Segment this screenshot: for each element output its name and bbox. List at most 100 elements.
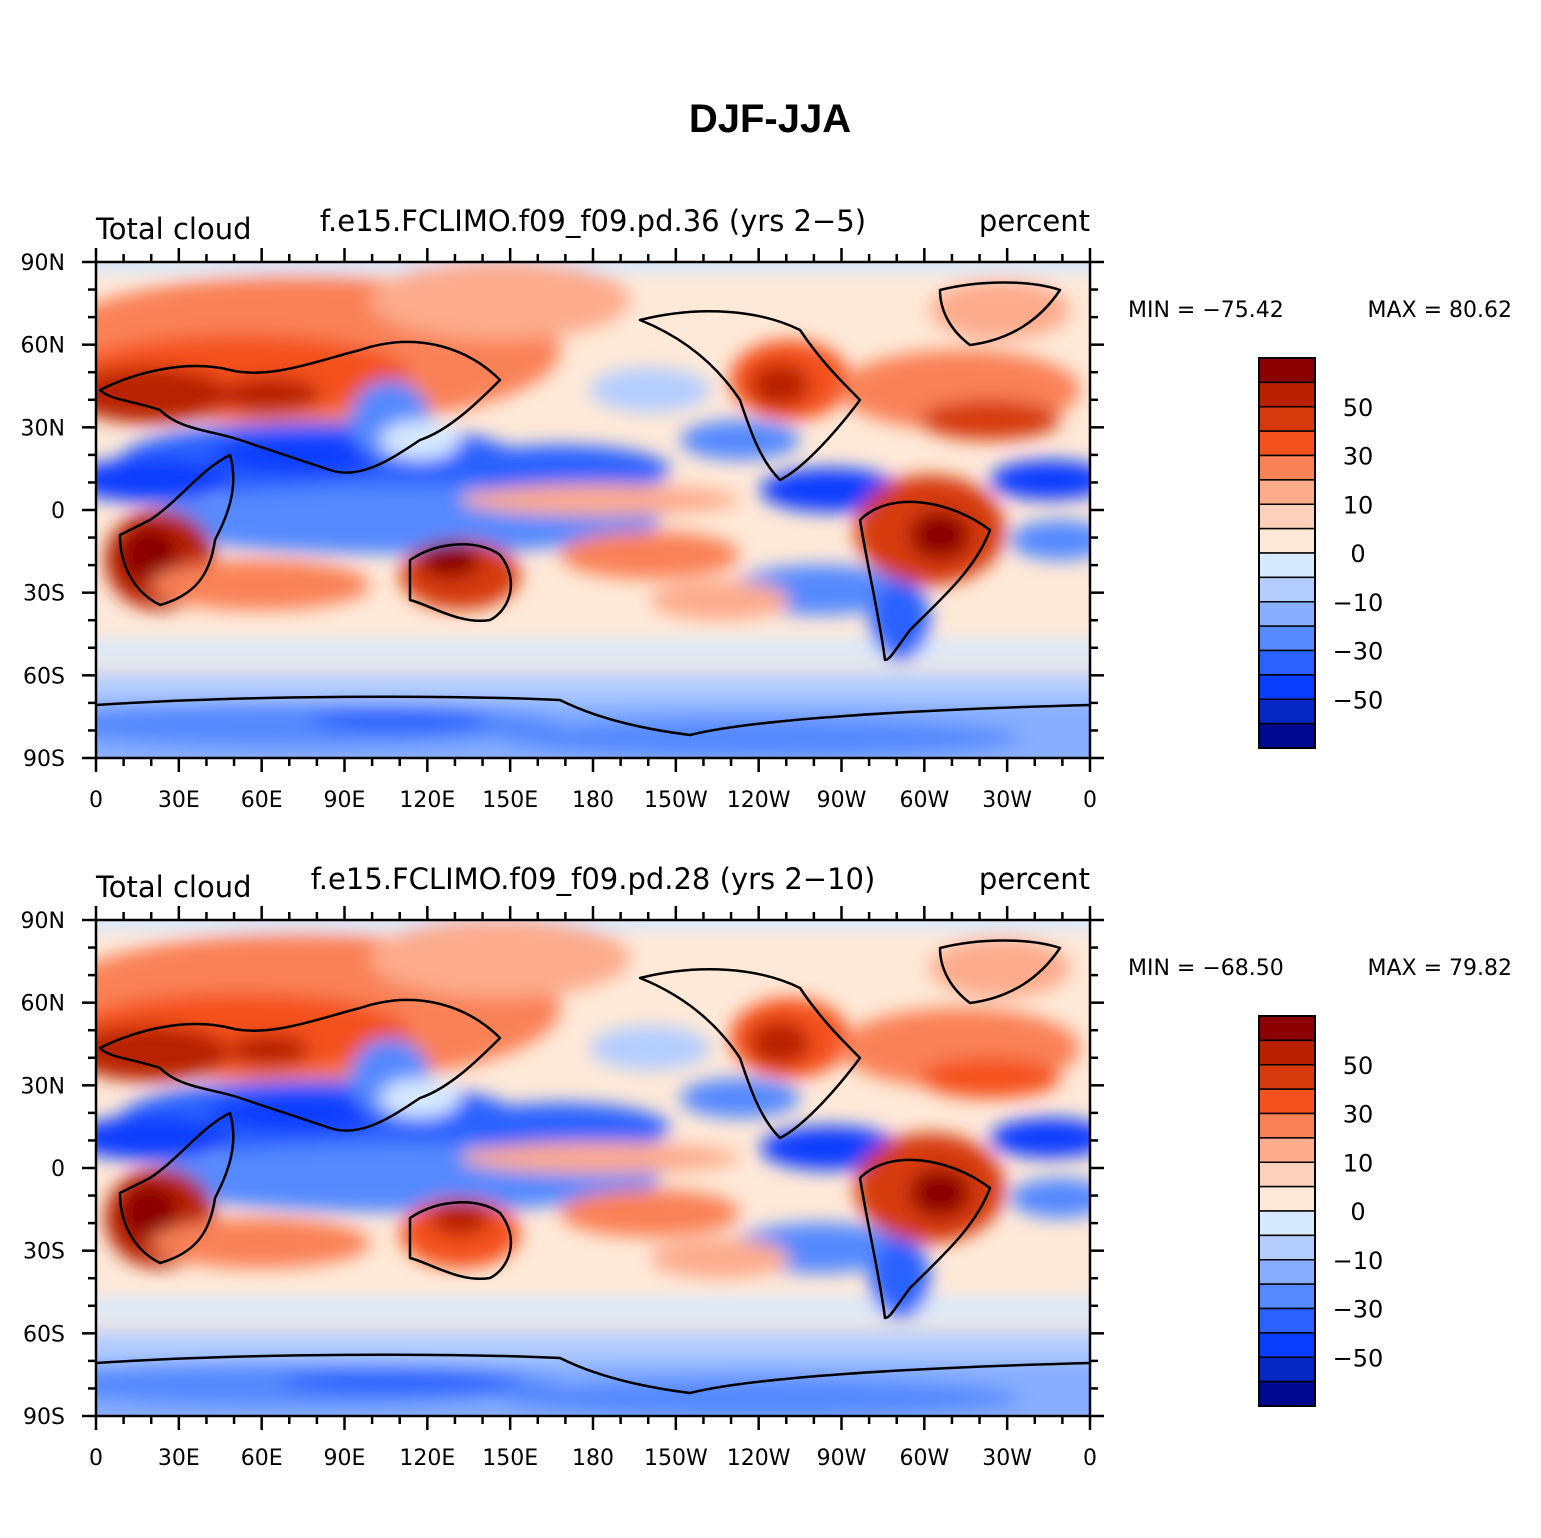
panel-top-center-label: f.e15.FCLIMO.f09_f09.pd.36 (yrs 2−5) <box>320 204 866 238</box>
panel-bottom-max-label: MAX = 79.82 <box>1367 956 1512 981</box>
y-tick-label: 90S <box>23 1405 65 1430</box>
x-tick-label: 90W <box>817 1446 867 1471</box>
colorbar-swatch <box>1258 576 1316 603</box>
x-tick-label: 120E <box>399 1446 455 1471</box>
panel-top-right-label: percent <box>979 204 1090 238</box>
x-tick-label: 150W <box>644 788 708 813</box>
colorbar-swatch <box>1258 1356 1316 1383</box>
colorbar-swatch <box>1258 1380 1316 1407</box>
colorbar-swatch <box>1258 406 1316 432</box>
colorbar-label: 10 <box>1343 491 1374 519</box>
panel-top-left-label: Total cloud <box>95 212 251 246</box>
colorbar-swatch <box>1258 1088 1316 1115</box>
colorbar-label: 0 <box>1350 1198 1365 1226</box>
x-tick-label: 0 <box>89 1446 103 1471</box>
x-tick-label: 120W <box>727 1446 791 1471</box>
x-tick-label: 60W <box>899 788 949 813</box>
colorbar-swatch <box>1258 1283 1316 1310</box>
colorbar-swatch <box>1258 430 1316 457</box>
y-tick-label: 60S <box>23 1322 65 1347</box>
x-tick-label: 30W <box>982 788 1032 813</box>
x-tick-label: 150W <box>644 1446 708 1471</box>
y-tick-label: 30S <box>23 582 65 607</box>
y-tick-label: 0 <box>51 499 65 524</box>
y-tick-label: 90S <box>23 747 65 772</box>
x-tick-label: 60E <box>241 1446 283 1471</box>
colorbar-label: −50 <box>1333 1344 1384 1372</box>
panel-top-max-label: MAX = 80.62 <box>1367 298 1512 323</box>
y-tick-label: 60S <box>23 664 65 689</box>
colorbar-swatch <box>1258 649 1316 676</box>
colorbar-swatch <box>1258 722 1316 749</box>
x-tick-label: 180 <box>572 1446 614 1471</box>
y-tick-label: 90N <box>21 251 65 276</box>
colorbar-swatch <box>1258 1137 1316 1163</box>
panel-top-min-label: MIN = −75.42 <box>1128 298 1284 323</box>
y-tick-label: 60N <box>21 334 65 359</box>
x-tick-label: 30E <box>158 1446 200 1471</box>
colorbar-swatch <box>1258 1039 1316 1066</box>
x-tick-label: 0 <box>1083 1446 1097 1471</box>
y-axis-bottom: 90N 60N 30N 0 30S 60S 90S <box>21 909 1104 1430</box>
x-tick-label: 30W <box>982 1446 1032 1471</box>
x-tick-label: 90W <box>817 788 867 813</box>
colorbar-swatch <box>1258 698 1316 725</box>
panel-bottom: Total cloud f.e15.FCLIMO.f09_f09.pd.28 (… <box>21 862 1512 1471</box>
y-axis-top: 90N 60N 30N 0 30S 60S 90S <box>21 251 1104 772</box>
x-tick-label: 180 <box>572 788 614 813</box>
x-tick-label: 30E <box>158 788 200 813</box>
colorbar-swatch <box>1258 625 1316 652</box>
colorbar-label: 50 <box>1343 394 1374 422</box>
map-field-bottom <box>96 920 1090 1416</box>
x-tick-label: 0 <box>1083 788 1097 813</box>
y-tick-label: 0 <box>51 1157 65 1182</box>
y-tick-label: 30N <box>21 416 65 441</box>
colorbar-swatch <box>1258 1161 1316 1188</box>
x-tick-label: 60W <box>899 1446 949 1471</box>
panel-bottom-right-label: percent <box>979 862 1090 896</box>
colorbar-swatch <box>1258 454 1316 481</box>
panel-top: Total cloud f.e15.FCLIMO.f09_f09.pd.36 (… <box>21 204 1512 813</box>
colorbar-swatch <box>1258 1307 1316 1334</box>
colorbar-label: 10 <box>1343 1149 1374 1177</box>
colorbar-swatch <box>1258 1064 1316 1090</box>
x-tick-label: 120W <box>727 788 791 813</box>
colorbar-swatch <box>1258 1332 1316 1358</box>
colorbar-label: 30 <box>1343 443 1374 471</box>
panel-bottom-left-label: Total cloud <box>95 870 251 904</box>
colorbar-label: −30 <box>1333 638 1384 666</box>
colorbar-swatch <box>1258 674 1316 700</box>
figure-title: DJF-JJA <box>689 97 851 141</box>
colorbar-swatch <box>1258 1112 1316 1139</box>
x-axis-top: 0 30E 60E 90E 120E 150E 180 150W 120W 90W 60W 30W 0 <box>89 248 1097 813</box>
colorbar-bottom: 50 30 10 0 −10 −30 −50 <box>1258 1015 1384 1407</box>
y-tick-label: 60N <box>21 992 65 1017</box>
colorbar-label: 50 <box>1343 1052 1374 1080</box>
panel-bottom-min-label: MIN = −68.50 <box>1128 956 1284 981</box>
y-tick-label: 30N <box>21 1074 65 1099</box>
colorbar-label: 0 <box>1350 540 1365 568</box>
colorbar-swatch <box>1258 503 1316 530</box>
colorbar-swatch <box>1258 381 1316 408</box>
colorbar-swatch <box>1258 527 1316 554</box>
colorbar-swatch <box>1258 1234 1316 1261</box>
colorbar-label: −30 <box>1333 1296 1384 1324</box>
y-tick-label: 90N <box>21 909 65 934</box>
colorbar-swatch <box>1258 357 1316 384</box>
colorbar-frame <box>1258 357 1316 749</box>
x-tick-label: 60E <box>241 788 283 813</box>
colorbar-swatch <box>1258 601 1316 627</box>
colorbar-swatch <box>1258 1185 1316 1212</box>
colorbar-swatch <box>1258 1015 1316 1042</box>
x-tick-label: 90E <box>324 788 366 813</box>
colorbar-label: −50 <box>1333 686 1384 714</box>
colorbar-top: 50 30 10 0 −10 −30 −50 <box>1258 357 1384 749</box>
colorbar-label: −10 <box>1333 589 1384 617</box>
x-tick-label: 120E <box>399 788 455 813</box>
x-axis-bottom: 0 30E 60E 90E 120E 150E 180 150W 120W 90W 60W 30W 0 <box>89 906 1097 1471</box>
x-tick-label: 90E <box>324 1446 366 1471</box>
colorbar-label: −10 <box>1333 1247 1384 1275</box>
x-tick-label: 150E <box>482 788 538 813</box>
x-tick-label: 0 <box>89 788 103 813</box>
